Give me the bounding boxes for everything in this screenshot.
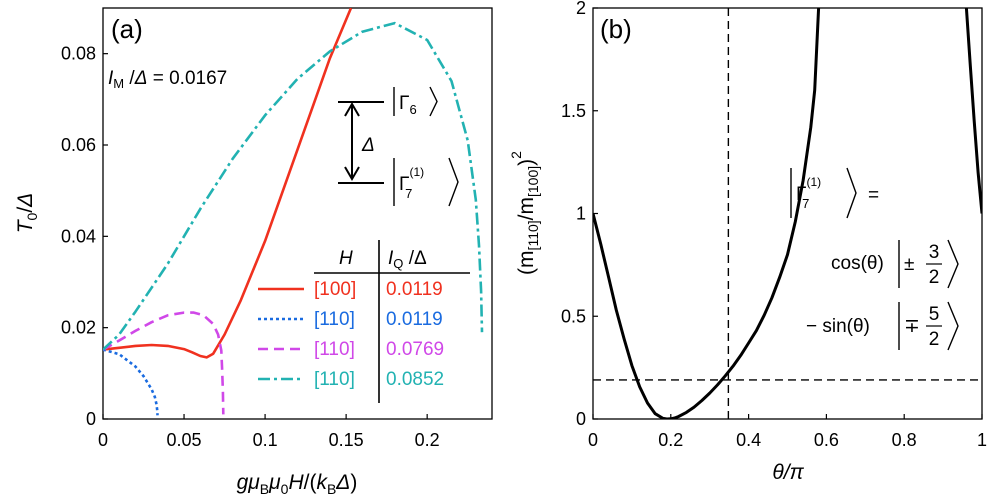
state-pm: ± <box>904 254 914 275</box>
panel-a-curves <box>103 8 484 416</box>
panel-b-xtick-label: 0.4 <box>736 430 761 450</box>
panel-b-guides <box>593 8 982 419</box>
series-line-3 <box>103 21 484 351</box>
gamma7-label: Γ(1) 7 <box>399 165 424 201</box>
legend-header-iq: IQ /Δ <box>388 248 427 271</box>
panel-b-label: (b) <box>600 14 632 44</box>
state-expression: Γ(1) 7 = cos(θ) ± 3 2 − sin(θ) ∓ 5 2 <box>790 167 959 351</box>
legend-direction-0: [100] <box>314 279 356 300</box>
panel-a-xtick-label: 0.2 <box>415 430 440 450</box>
panel-b-xtick-label: 1 <box>977 430 987 450</box>
panel-b-xtick-label: 0 <box>588 430 598 450</box>
legend-iq-2: 0.0769 <box>386 339 444 360</box>
panel-b-xtick-label: 0.2 <box>658 430 683 450</box>
panel-b-ytick-label: 0 <box>576 409 586 429</box>
frac-num-5: 5 <box>929 304 940 325</box>
panel-b-ylabel: (m[110]/m[100])2 <box>508 151 541 275</box>
im-annotation: IM /Δ = 0.0167 <box>108 68 227 91</box>
panel-a-label: (a) <box>111 14 143 44</box>
panel-a-ytick-label: 0 <box>86 409 96 429</box>
panel-a-xlabel: gμBμ0H/(kBΔ) <box>237 471 358 497</box>
panel-b-curves <box>593 8 982 419</box>
panel-b-ytick-label: 0.5 <box>561 306 586 326</box>
panel-a-ytick-label: 0.08 <box>61 44 96 64</box>
panel-a: 0 0.05 0.1 0.15 0.2 0 0.02 0.04 0.06 0.08 (a) IM … <box>14 7 493 497</box>
panel-b-ytick-label: 1.5 <box>561 101 586 121</box>
delta-gap-label: Δ <box>361 135 375 156</box>
frac-num-3: 3 <box>929 242 940 263</box>
state-equals: = <box>868 185 879 206</box>
panel-b-xtick-label: 0.8 <box>892 430 917 450</box>
panel-a-xtick-label: 0.1 <box>253 430 278 450</box>
state-cos-term: cos(θ) <box>831 253 884 274</box>
legend-table: H IQ /Δ [100] 0.0119 [110] 0.0119 [110] 0.076… <box>258 240 470 403</box>
ratio-curve-1 <box>964 8 982 214</box>
legend-direction-3: [110] <box>314 369 355 390</box>
panel-a-ytick-label: 0.06 <box>61 135 96 155</box>
panel-b-xlabel: θ/π <box>772 461 804 484</box>
frac-den-2a: 2 <box>929 267 940 288</box>
panel-b: 0 0.2 0.4 0.6 0.8 1 0 0.5 1 1.5 2 (b) Γ(1) 7 = cos(… <box>508 0 987 484</box>
panel-b-frame <box>592 7 983 420</box>
panel-a-ytick-label: 0.04 <box>61 226 96 246</box>
series-line-0 <box>103 8 353 359</box>
panel-a-ylabel: T0/Δ <box>14 193 40 234</box>
panel-a-xtick-label: 0.05 <box>167 430 202 450</box>
state-gamma7: Γ(1) 7 <box>796 175 821 211</box>
panel-b-ytick-label: 1 <box>576 204 586 224</box>
legend-header-h: H <box>339 248 353 269</box>
series-line-1 <box>103 348 159 416</box>
panel-b-xtick-label: 0.6 <box>814 430 839 450</box>
legend-direction-2: [110] <box>314 339 355 360</box>
legend-iq-0: 0.0119 <box>386 279 443 300</box>
panel-a-ticks: 0 0.05 0.1 0.15 0.2 0 0.02 0.04 0.06 0.08 <box>61 44 440 450</box>
panel-a-xtick-label: 0 <box>98 430 108 450</box>
legend-rows: [100] 0.0119 [110] 0.0119 [110] 0.0769 [110] 0.… <box>258 279 444 390</box>
panel-b-ticks: 0 0.2 0.4 0.6 0.8 1 0 0.5 1 1.5 2 <box>561 0 987 450</box>
frac-den-2b: 2 <box>929 329 940 350</box>
state-mp: ∓ <box>904 316 920 337</box>
legend-direction-1: [110] <box>314 309 355 330</box>
legend-iq-1: 0.0119 <box>386 309 443 330</box>
gamma6-label: Γ6 <box>399 93 417 117</box>
level-diagram: Δ Γ6 Γ(1) 7 <box>338 86 459 207</box>
ratio-curve-0 <box>593 8 821 419</box>
panel-b-ytick-label: 2 <box>576 0 586 18</box>
panel-a-frame <box>102 7 493 420</box>
series-line-2 <box>103 311 225 415</box>
panel-a-ytick-label: 0.02 <box>61 318 96 338</box>
state-sin-term: − sin(θ) <box>806 316 870 337</box>
panel-a-xtick-label: 0.15 <box>329 430 364 450</box>
legend-iq-3: 0.0852 <box>386 369 444 390</box>
